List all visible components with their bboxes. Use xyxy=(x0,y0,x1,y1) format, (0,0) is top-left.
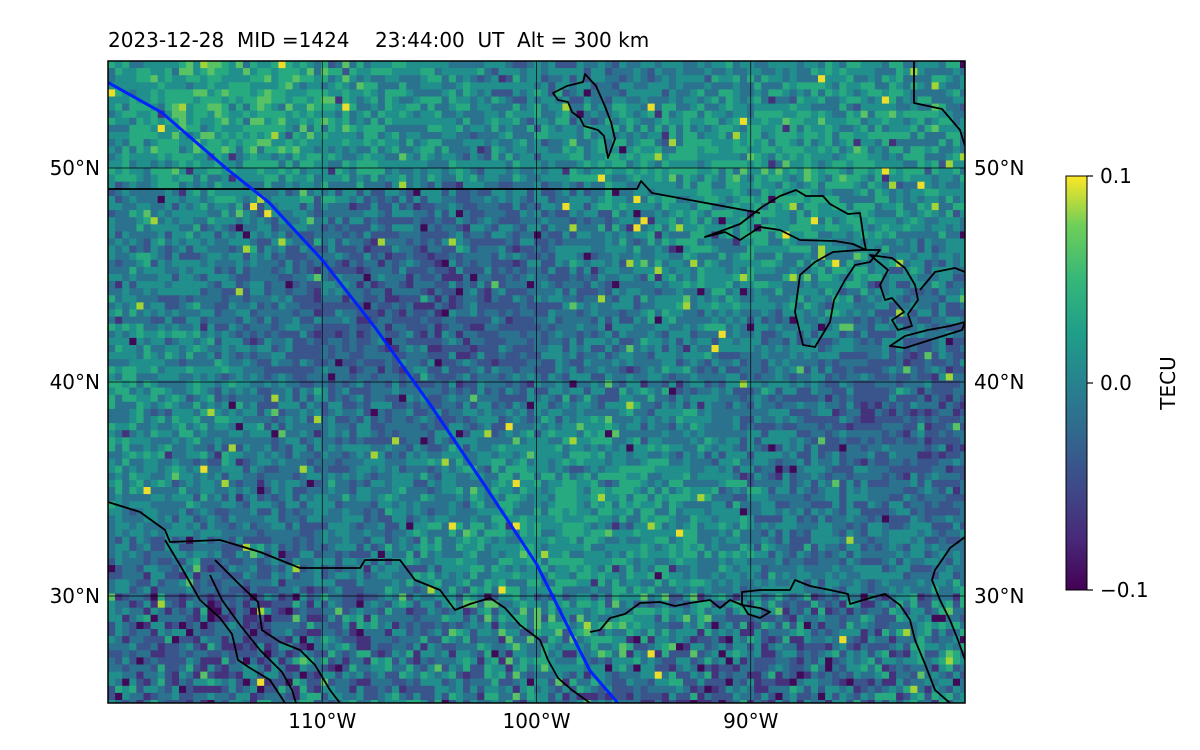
atlantic-coast xyxy=(931,536,965,661)
lon-tick: 90°W xyxy=(723,709,778,733)
graticule xyxy=(108,61,965,703)
satellite-ground-track xyxy=(108,81,620,703)
gulf-coast xyxy=(589,579,951,703)
coastlines xyxy=(108,61,965,703)
colorbar-gradient xyxy=(1065,175,1088,591)
tec-cells xyxy=(108,61,965,703)
colorbar-tick-label: 0.1 xyxy=(1100,164,1132,188)
labrador-coast xyxy=(913,61,965,147)
gulf-of-california-coast xyxy=(164,539,286,703)
mexico-inner-coast xyxy=(209,574,297,703)
lat-tick-right: 50°N xyxy=(974,156,1024,180)
colorbar-tick-label: 0.0 xyxy=(1100,371,1132,395)
latitude-tick-labels: 50°N 50°N 40°N 40°N 30°N 30°N xyxy=(50,156,1025,608)
longitude-tick-labels: 110°W 100°W 90°W xyxy=(288,709,778,733)
tec-field xyxy=(108,61,965,703)
lake-huron xyxy=(869,254,919,331)
lon-tick: 110°W xyxy=(288,709,356,733)
us-mexico-border xyxy=(108,501,591,703)
lake-michigan xyxy=(794,249,881,348)
lat-tick-right: 30°N xyxy=(974,584,1024,608)
lat-tick-left: 30°N xyxy=(50,584,100,608)
baja-coast xyxy=(214,559,341,703)
colorbar-label: TECU xyxy=(1156,356,1180,410)
lat-tick-left: 40°N xyxy=(50,370,100,394)
map-frame xyxy=(107,60,966,704)
lake-superior xyxy=(704,189,867,251)
us-canada-border xyxy=(108,180,761,214)
lake-erie xyxy=(889,321,965,349)
lat-tick-right: 40°N xyxy=(974,370,1024,394)
figure-title: 2023-12-28 MID =1424 23:44:00 UT Alt = 3… xyxy=(108,28,650,52)
colorbar: 0.1 0.0 −0.1 TECU xyxy=(1065,164,1180,602)
colorbar-ticks: 0.1 0.0 −0.1 xyxy=(1087,164,1149,602)
colorbar-tick-label: −0.1 xyxy=(1100,578,1149,602)
lon-tick: 100°W xyxy=(503,709,571,733)
lat-tick-left: 50°N xyxy=(50,156,100,180)
hudson-bay-coast xyxy=(552,73,616,159)
lake-ontario xyxy=(919,267,965,291)
